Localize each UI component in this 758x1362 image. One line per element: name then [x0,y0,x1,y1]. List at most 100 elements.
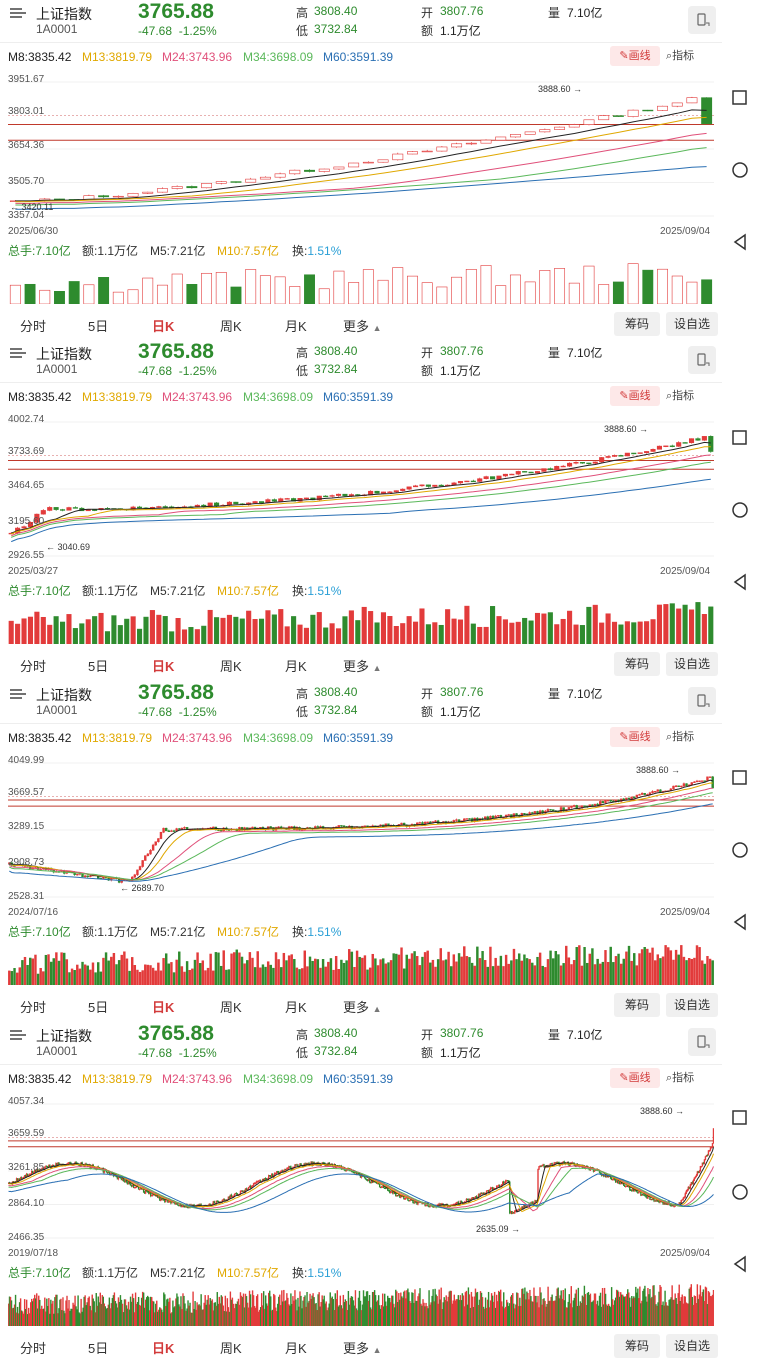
tab-weekly-k[interactable]: 周K [220,319,242,334]
tab-intraday[interactable]: 分时 [20,1000,47,1015]
volume-bar [443,1297,445,1326]
kline-chart[interactable]: 3888.60 →← 3420.11 [8,74,714,224]
overview-button[interactable] [730,1108,750,1128]
tab-5day[interactable]: 5日 [88,1341,109,1356]
volume-value: 7.10亿 [567,1028,603,1042]
tab-intraday[interactable]: 分时 [20,1341,47,1356]
volume-bar [335,628,342,644]
volume-bar [508,1306,510,1326]
tab-more[interactable]: 更多 ▲ [343,1341,382,1356]
volume-bar [653,960,657,985]
volume-bar [277,1303,279,1326]
menu-icon[interactable] [10,1030,26,1040]
volume-bar [707,1291,710,1326]
tab-monthly-k[interactable]: 月K [285,319,307,334]
menu-icon[interactable] [10,689,26,699]
volume-bar [38,1295,40,1326]
draw-line-button[interactable]: ✎画线 [610,727,660,747]
volume-chart[interactable] [8,939,714,985]
tab-more[interactable]: 更多 ▲ [343,319,382,334]
overview-button[interactable] [730,768,750,788]
open-label: 开 [421,1028,434,1042]
volume-bar [477,626,483,644]
menu-icon[interactable] [10,348,26,358]
volume-chart[interactable] [8,1280,714,1326]
landscape-button[interactable] [688,687,716,715]
back-button[interactable] [730,912,750,932]
tab-monthly-k[interactable]: 月K [285,659,307,674]
chips-button[interactable]: 筹码 [614,993,660,1017]
tab-more[interactable]: 更多 ▲ [343,1000,382,1015]
candle [257,1180,260,1182]
kline-chart[interactable]: 3888.60 →2635.09 → [8,1096,714,1246]
home-button[interactable] [730,840,750,860]
period-tabs: 分时 5日 日K 周K 月K 更多 ▲ 筹码 设自选 [0,1334,722,1358]
kline-chart[interactable]: 3888.60 →← 2689.70 [8,755,714,905]
back-button[interactable] [730,572,750,592]
chips-button[interactable]: 筹码 [614,312,660,336]
draw-line-button[interactable]: ✎画线 [610,1068,660,1088]
tab-intraday[interactable]: 分时 [20,319,47,334]
volume-bar [594,1293,597,1326]
volume-bar [8,1296,11,1326]
indicator-button[interactable]: ⌕指标 [666,1072,695,1084]
overview-button[interactable] [730,428,750,448]
tab-5day[interactable]: 5日 [88,1000,109,1015]
back-button[interactable] [730,232,750,252]
y-tick-label: 2926.55 [8,550,45,561]
candle [340,825,343,827]
draw-line-button[interactable]: ✎画线 [610,46,660,66]
volume-bar [580,965,584,985]
volume-bar [521,1288,523,1326]
overview-button[interactable] [730,88,750,108]
draw-line-button[interactable]: ✎画线 [610,386,660,406]
tab-daily-k[interactable]: 日K [152,1341,175,1356]
tab-monthly-k[interactable]: 月K [285,1000,307,1015]
tab-5day[interactable]: 5日 [88,659,109,674]
volume-bar [693,1295,696,1326]
kline-chart[interactable]: 3888.60 →← 3040.69 [8,414,714,564]
landscape-button[interactable] [688,6,716,34]
add-watchlist-button[interactable]: 设自选 [666,652,718,676]
chips-button[interactable]: 筹码 [614,1334,660,1358]
tab-daily-k[interactable]: 日K [152,659,175,674]
chips-button[interactable]: 筹码 [614,652,660,676]
tab-daily-k[interactable]: 日K [152,1000,175,1015]
menu-icon[interactable] [10,8,26,18]
tab-daily-k[interactable]: 日K [152,319,175,334]
candle [438,484,444,487]
volume-bar [450,1290,452,1326]
volume-bar [358,956,361,985]
add-watchlist-button[interactable]: 设自选 [666,312,718,336]
candle [498,1184,501,1188]
volume-bar [543,1298,545,1326]
indicator-button[interactable]: ⌕指标 [666,390,695,402]
add-watchlist-button[interactable]: 设自选 [666,1334,718,1358]
candle [618,1182,621,1185]
tab-weekly-k[interactable]: 周K [220,1341,242,1356]
landscape-button[interactable] [688,346,716,374]
tab-monthly-k[interactable]: 月K [285,1341,307,1356]
home-button[interactable] [730,160,750,180]
volume-chart[interactable] [8,598,714,644]
indicator-button[interactable]: ⌕指标 [666,50,695,62]
landscape-button[interactable] [688,1028,716,1056]
volume-bar [123,951,126,985]
tab-weekly-k[interactable]: 周K [220,1000,242,1015]
tab-weekly-k[interactable]: 周K [220,659,242,674]
home-button[interactable] [730,500,750,520]
home-button[interactable] [730,1182,750,1202]
volume-bar [55,952,58,985]
candle [604,800,607,804]
volume-bar [149,965,152,985]
candle [376,1182,379,1185]
volume-bar [541,1304,543,1326]
back-button[interactable] [730,1254,750,1274]
add-watchlist-button[interactable]: 设自选 [666,993,718,1017]
tab-5day[interactable]: 5日 [88,319,109,334]
indicator-button[interactable]: ⌕指标 [666,731,695,743]
volume-chart[interactable] [8,258,714,304]
tab-intraday[interactable]: 分时 [20,659,47,674]
vol-ma10: M10:7.57亿 [217,1266,280,1280]
tab-more[interactable]: 更多 ▲ [343,659,382,674]
